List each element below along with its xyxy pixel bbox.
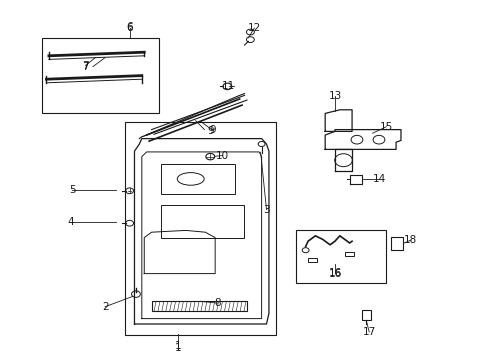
Text: 5: 5 [69, 185, 76, 195]
Text: 7: 7 [82, 60, 89, 71]
Text: 2: 2 [102, 302, 108, 312]
Text: 6: 6 [126, 22, 133, 32]
Bar [390, 237, 403, 250]
Text: 7: 7 [82, 62, 89, 72]
Bar [41, 38, 159, 113]
Text: 13: 13 [327, 91, 341, 101]
Bar [124, 122, 276, 335]
Bar [344, 252, 353, 256]
Text: 18: 18 [403, 235, 417, 245]
Text: 9: 9 [209, 125, 216, 135]
Bar [307, 258, 316, 262]
Text: 1: 1 [175, 341, 182, 351]
Text: 12: 12 [247, 23, 261, 33]
Text: 4: 4 [67, 217, 74, 228]
Text: 16: 16 [327, 269, 341, 279]
Text: 15: 15 [379, 122, 392, 132]
Text: 1: 1 [175, 343, 182, 353]
Text: 10: 10 [216, 150, 228, 161]
Text: 14: 14 [371, 174, 385, 184]
Bar [361, 310, 370, 320]
Bar [295, 230, 386, 283]
Bar [161, 205, 244, 238]
Text: 6: 6 [126, 23, 133, 33]
Text: 8: 8 [214, 298, 221, 308]
Text: 9: 9 [206, 126, 213, 136]
Bar [151, 301, 246, 311]
Bar [161, 164, 234, 194]
Text: 3: 3 [263, 204, 269, 215]
Text: 17: 17 [362, 327, 375, 337]
Text: 16: 16 [327, 267, 341, 278]
Text: 11: 11 [222, 81, 235, 91]
